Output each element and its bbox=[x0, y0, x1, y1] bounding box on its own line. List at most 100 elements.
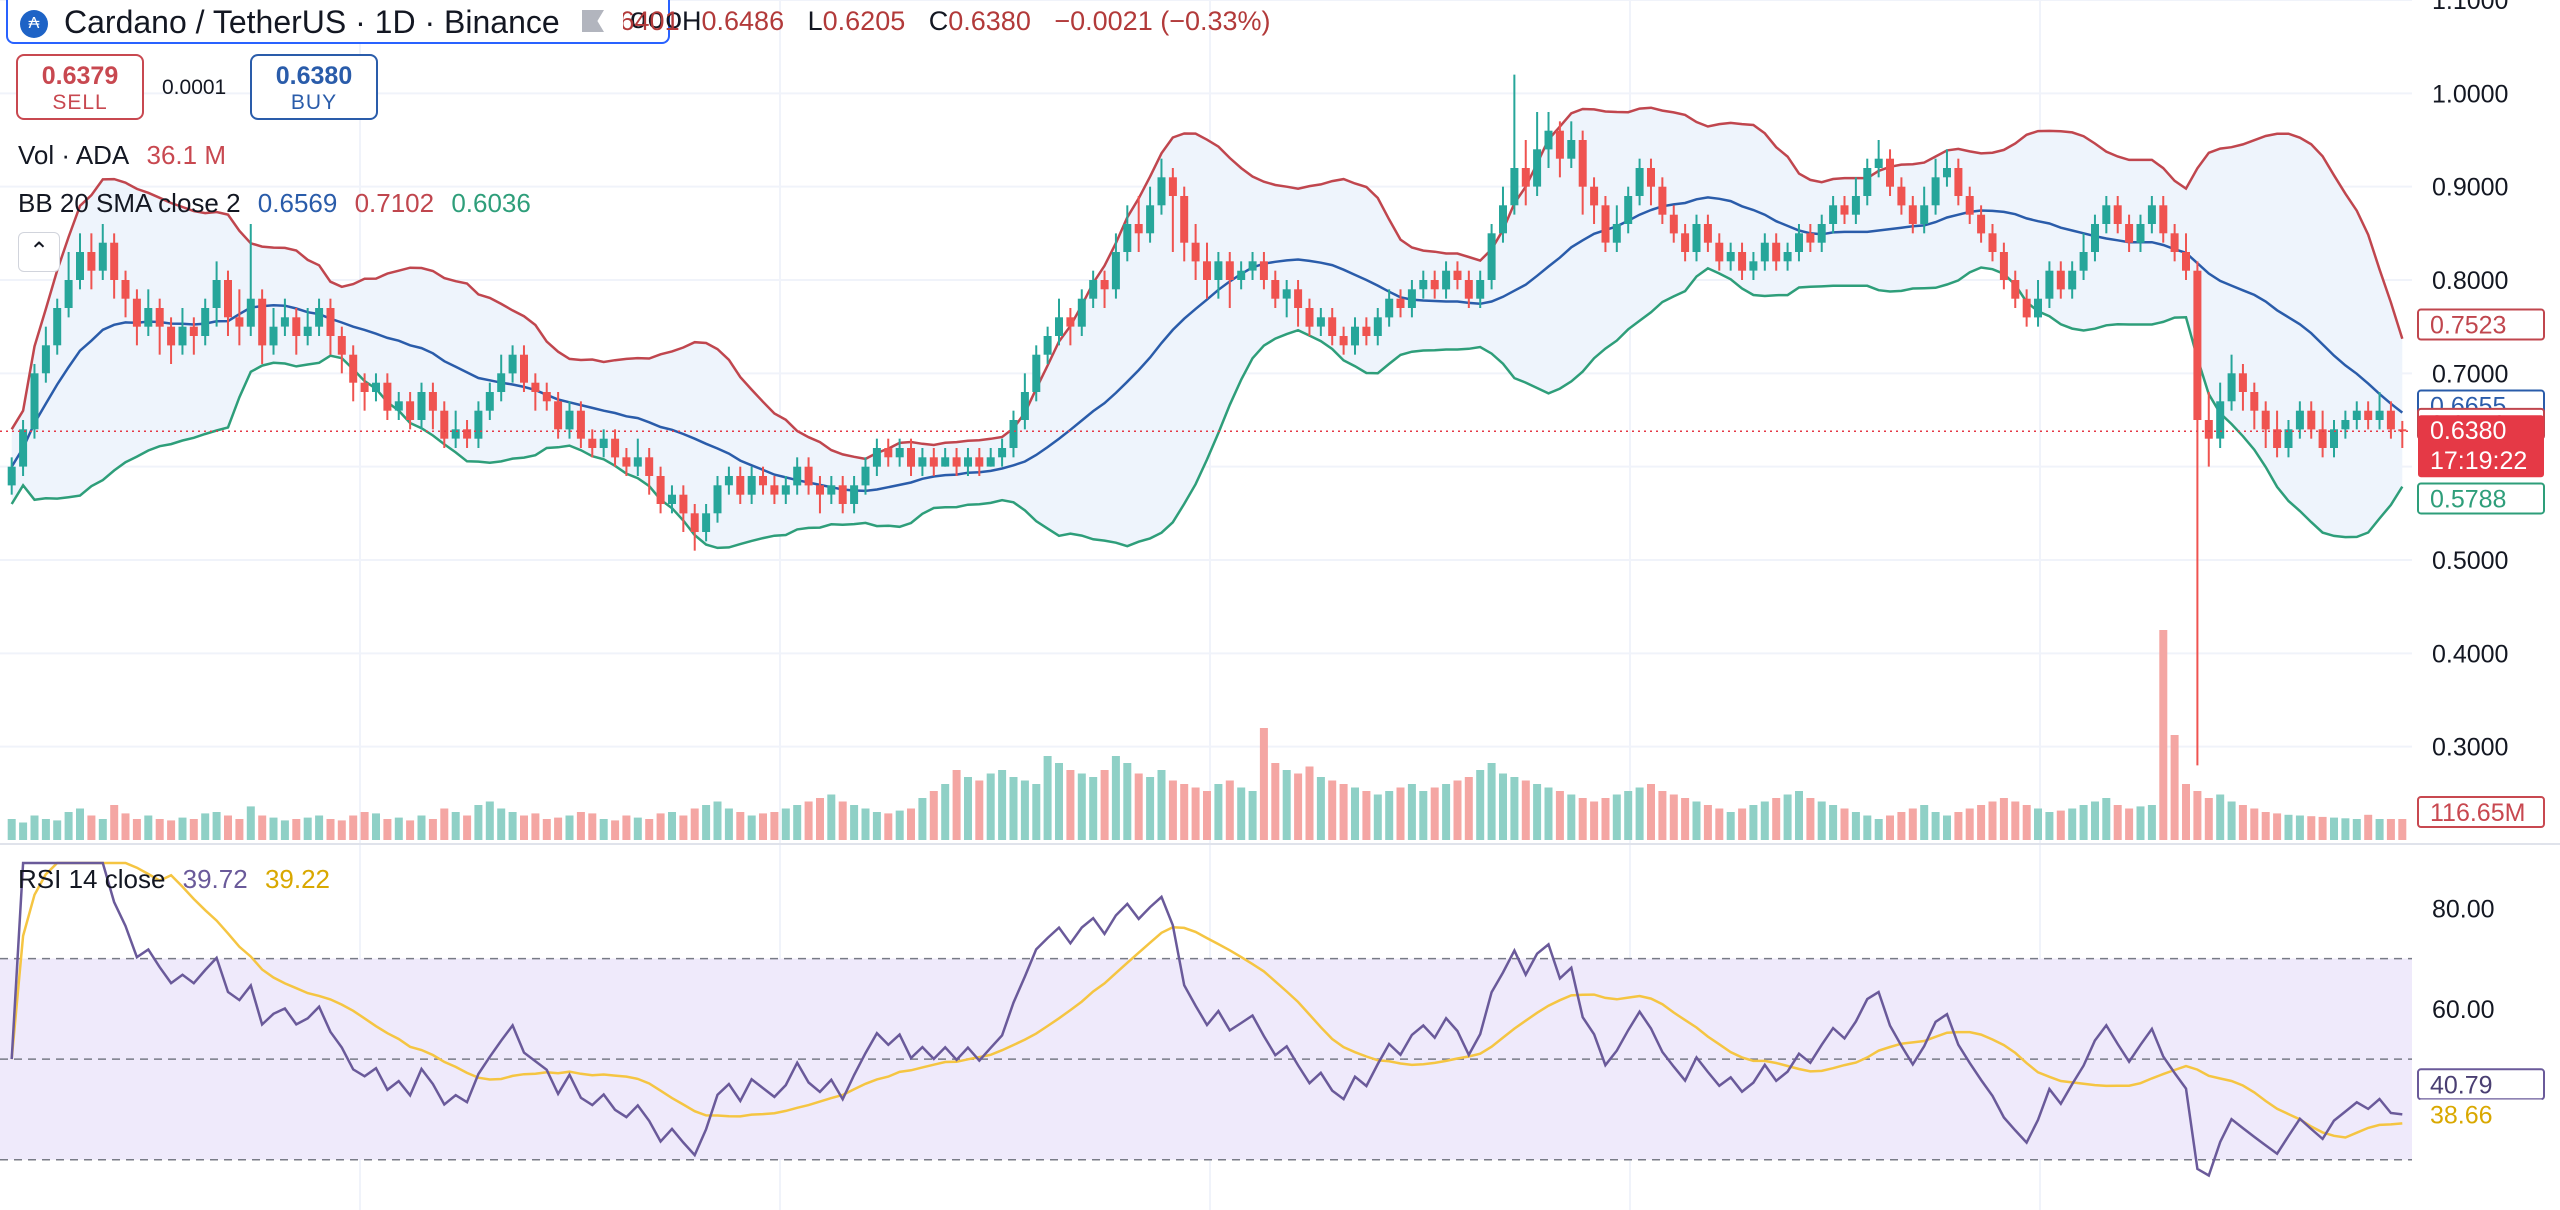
candle-body bbox=[964, 457, 972, 467]
bb-label: BB 20 SMA close 2 bbox=[18, 188, 241, 218]
volume-bar bbox=[1499, 773, 1507, 840]
candle-body bbox=[212, 280, 221, 308]
open-value-readout: 0.6401 bbox=[623, 6, 681, 37]
volume-bar bbox=[1203, 791, 1211, 840]
candle-body bbox=[2284, 429, 2293, 448]
volume-bar bbox=[2398, 819, 2407, 840]
candle-body bbox=[155, 308, 164, 327]
volume-tag: 116.65M bbox=[2430, 799, 2525, 827]
candle-body bbox=[1590, 186, 1599, 206]
sell-button[interactable]: 0.6379 SELL bbox=[16, 54, 144, 120]
volume-bar bbox=[2250, 808, 2259, 840]
price-tick-label: 0.9000 bbox=[2432, 174, 2508, 202]
candle-body bbox=[2170, 233, 2179, 252]
more-options-icon[interactable]: ooo bbox=[630, 2, 684, 35]
candle-body bbox=[315, 308, 324, 327]
volume-bar bbox=[895, 810, 904, 840]
candle-body bbox=[1055, 317, 1063, 336]
candle-body bbox=[679, 494, 688, 514]
bb-legend[interactable]: BB 20 SMA close 2 0.6569 0.7102 0.6036 bbox=[18, 188, 541, 219]
volume-bar bbox=[1089, 777, 1098, 840]
volume-bar bbox=[1214, 784, 1223, 840]
volume-bar bbox=[2261, 812, 2270, 840]
candle-body bbox=[884, 448, 893, 458]
candle-body bbox=[872, 448, 881, 467]
candle-body bbox=[372, 382, 380, 392]
cardano-logo-icon: ₳ bbox=[20, 10, 48, 38]
volume-bar bbox=[2295, 815, 2304, 840]
candle-body bbox=[599, 438, 608, 448]
volume-bar bbox=[1726, 812, 1735, 840]
collapse-legend-button[interactable]: ⌃ bbox=[18, 232, 60, 272]
volume-bar bbox=[1476, 770, 1485, 840]
candle-body bbox=[645, 457, 654, 476]
candle-body bbox=[1601, 205, 1610, 243]
volume-legend[interactable]: Vol · ADA 36.1 M bbox=[18, 140, 236, 171]
volume-bar bbox=[98, 819, 107, 840]
candle-body bbox=[337, 336, 346, 355]
low-value: 0.6205 bbox=[822, 6, 906, 36]
volume-bar bbox=[1453, 780, 1462, 840]
volume-bar bbox=[2182, 784, 2190, 840]
candle-body bbox=[1943, 168, 1951, 178]
volume-bar bbox=[1795, 791, 1803, 840]
candle-body bbox=[1419, 280, 1428, 290]
volume-bar bbox=[2147, 805, 2156, 840]
symbol-title-box[interactable]: ₳ Cardano / TetherUS · 1D · Binance ooo bbox=[6, 0, 682, 44]
candle-body bbox=[1988, 233, 1997, 252]
buy-button[interactable]: 0.6380 BUY bbox=[250, 54, 378, 120]
volume-bar bbox=[1738, 808, 1747, 840]
candle-body bbox=[269, 326, 278, 346]
volume-bar bbox=[428, 819, 437, 840]
rsi-legend[interactable]: RSI 14 close 39.72 39.22 bbox=[18, 864, 340, 895]
volume-bar bbox=[1772, 798, 1781, 840]
volume-bar bbox=[2011, 801, 2020, 840]
close-value: 0.6380 bbox=[948, 6, 1031, 36]
candle-body bbox=[622, 457, 631, 467]
candle-body bbox=[463, 429, 472, 439]
candle-body bbox=[1464, 280, 1473, 299]
volume-bar bbox=[1339, 784, 1348, 840]
volume-bar bbox=[872, 812, 881, 840]
volume-bar bbox=[1555, 791, 1564, 840]
volume-bar bbox=[759, 813, 767, 840]
rsi-ma-tag: 38.66 bbox=[2430, 1101, 2493, 1129]
volume-bar bbox=[1624, 791, 1633, 840]
volume-bar bbox=[417, 815, 426, 840]
volume-bar bbox=[2386, 819, 2395, 840]
candle-body bbox=[451, 429, 460, 439]
volume-bar bbox=[1578, 798, 1587, 840]
candle-body bbox=[1965, 196, 1974, 215]
symbol-title[interactable]: Cardano / TetherUS · 1D · Binance bbox=[64, 4, 560, 40]
volume-bar bbox=[144, 815, 153, 840]
volume-bar bbox=[1055, 763, 1063, 840]
candle-body bbox=[1977, 214, 1986, 234]
candle-body bbox=[2102, 205, 2111, 224]
volume-bar bbox=[804, 801, 813, 840]
volume-bar bbox=[2375, 819, 2384, 840]
price-tick-label: 1.1000 bbox=[2432, 0, 2508, 15]
candle-body bbox=[1487, 233, 1496, 280]
bollinger-bands bbox=[10, 106, 2404, 550]
volume-bar bbox=[1294, 773, 1303, 840]
volume-bar bbox=[2318, 816, 2327, 840]
volume-bar bbox=[1385, 791, 1394, 840]
candle-body bbox=[1612, 224, 1621, 243]
bb-upper-tag: 0.7523 bbox=[2430, 312, 2506, 340]
flag-icon[interactable] bbox=[582, 10, 604, 32]
candle-body bbox=[1316, 317, 1325, 327]
rsi-value: 39.72 bbox=[182, 864, 248, 894]
volume-bar bbox=[406, 820, 415, 840]
volume-bar bbox=[1225, 780, 1234, 840]
volume-bar bbox=[952, 770, 961, 840]
rsi-tick-label: 80.00 bbox=[2432, 895, 2495, 923]
candle-body bbox=[2398, 429, 2407, 432]
candle-body bbox=[292, 317, 301, 336]
volume-bar bbox=[1396, 787, 1405, 840]
volume-bar bbox=[508, 812, 517, 840]
candle-body bbox=[224, 280, 232, 318]
candle-body bbox=[2056, 270, 2065, 290]
volume-bar bbox=[2102, 798, 2111, 840]
volume-bar bbox=[1783, 794, 1792, 840]
